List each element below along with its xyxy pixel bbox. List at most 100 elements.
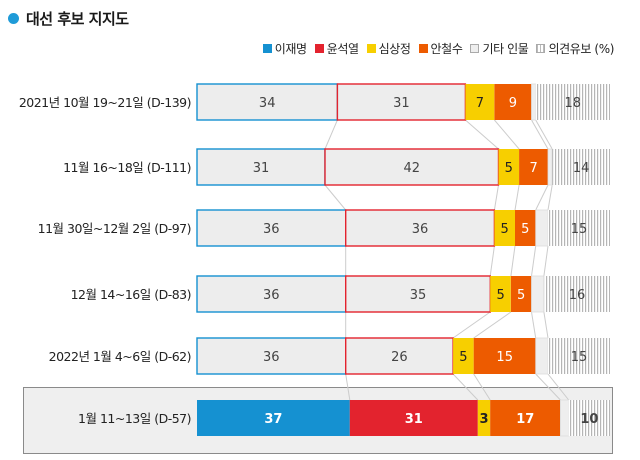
segment-connector-line — [547, 184, 553, 211]
segment-connector-line — [547, 373, 570, 401]
bar-sim — [477, 400, 491, 436]
chart-title-block: 대선 후보 지지도 — [8, 6, 129, 30]
bar-undecided — [548, 338, 610, 374]
bar-value-label: 5 — [496, 288, 504, 303]
bar-value-label: 18 — [565, 96, 582, 111]
bar-ahn — [515, 210, 536, 246]
legend-label: 심상정 — [378, 42, 411, 56]
bar-lee — [196, 148, 326, 186]
bar-lee — [196, 209, 347, 247]
bar-value-label: 9 — [509, 96, 517, 111]
bar-value-label: 34 — [259, 96, 276, 111]
bar-value-label: 10 — [580, 412, 598, 427]
bar-yoon — [345, 275, 492, 313]
category-label: 2021년 10월 19~21일 (D-139) — [19, 95, 191, 110]
bar-value-label: 15 — [571, 350, 588, 365]
bar-ahn — [510, 276, 532, 312]
segment-connector-line — [473, 311, 512, 339]
segment-connector-line — [494, 119, 520, 150]
legend-swatch-orange-icon — [418, 44, 428, 53]
segment-connector-line — [531, 311, 537, 339]
bar-value-label: 7 — [476, 96, 484, 111]
legend: 이재명 윤석열 심상정 안철수 기타 인물 의견유보 (%) — [255, 40, 614, 57]
segment-connector-line — [452, 311, 491, 339]
bar-etc — [535, 337, 549, 375]
bar-etc — [531, 275, 545, 313]
bar-yoon — [345, 209, 496, 247]
bar-value-label: 7 — [529, 161, 537, 176]
legend-swatch-hatched-icon — [536, 44, 546, 53]
bar-value-label: 36 — [412, 222, 429, 237]
bar-undecided — [535, 84, 610, 120]
segment-connector-line — [535, 373, 561, 401]
bar-value-label: 14 — [573, 161, 590, 176]
bar-ahn — [519, 149, 548, 185]
segment-connector-line — [535, 184, 549, 211]
legend-label: 윤석열 — [326, 42, 359, 56]
legend-swatch-red-icon — [314, 44, 324, 53]
bar-lee — [196, 337, 347, 375]
segment-connector-line — [345, 373, 351, 401]
bar-value-label: 15 — [496, 350, 513, 365]
segment-connector-line — [473, 373, 491, 401]
legend-item-undecided: 의견유보 (%) — [536, 40, 614, 57]
legend-label: 안철수 — [430, 42, 463, 56]
bar-value-label: 5 — [459, 350, 467, 365]
chart-title: 대선 후보 지지도 — [26, 9, 129, 28]
category-label: 11월 30일~12월 2일 (D-97) — [38, 221, 191, 236]
bar-value-label: 16 — [569, 288, 586, 303]
bar-etc — [535, 209, 549, 247]
segment-connector-line — [531, 119, 549, 150]
legend-item-yoon: 윤석열 — [314, 40, 359, 57]
segment-connector-line — [324, 184, 347, 211]
bar-ahn — [473, 338, 536, 374]
segment-connector-line — [465, 119, 499, 150]
segment-connector-line — [493, 184, 499, 211]
bar-value-label: 31 — [405, 412, 423, 427]
legend-swatch-lightgray-icon — [470, 44, 480, 53]
bar-etc — [531, 83, 536, 121]
bar-sim — [453, 338, 474, 374]
bar-undecided — [568, 400, 610, 436]
bar-undecided — [552, 149, 610, 185]
segment-connector-line — [543, 245, 549, 277]
bar-value-label: 17 — [516, 412, 534, 427]
legend-item-lee: 이재명 — [262, 40, 307, 57]
bar-lee — [197, 400, 350, 436]
legend-label: 의견유보 (%) — [548, 42, 614, 56]
category-label: 1월 11~13일 (D-57) — [78, 411, 191, 426]
bar-undecided — [548, 210, 610, 246]
segment-connector-line — [535, 119, 553, 150]
bar-value-label: 5 — [517, 288, 525, 303]
legend-swatch-blue-icon — [262, 44, 272, 53]
bar-yoon — [336, 83, 467, 121]
bar-value-label: 31 — [253, 161, 270, 176]
category-label: 2022년 1월 4~6일 (D-62) — [49, 349, 191, 364]
bar-value-label: 36 — [263, 350, 280, 365]
segment-connector-line — [324, 119, 338, 150]
bar-lee — [196, 83, 339, 121]
legend-swatch-yellow-icon — [366, 44, 376, 53]
bar-ahn — [494, 84, 532, 120]
bar-value-label: 37 — [264, 412, 282, 427]
bar-value-label: 42 — [404, 161, 421, 176]
bar-value-label: 5 — [505, 161, 513, 176]
category-label: 12월 14~16일 (D-83) — [71, 287, 191, 302]
bar-value-label: 36 — [263, 222, 280, 237]
segment-connector-line — [510, 245, 516, 277]
bar-value-label: 5 — [501, 222, 509, 237]
segment-connector-line — [514, 184, 520, 211]
segment-connector-line — [452, 373, 479, 401]
bar-value-label: 5 — [521, 222, 529, 237]
bar-sim — [490, 276, 511, 312]
bar-sim — [465, 84, 495, 120]
bar-yoon — [324, 148, 500, 186]
title-bullet-icon — [8, 12, 19, 24]
segment-connector-line — [531, 245, 537, 277]
bar-yoon — [345, 337, 454, 375]
bar-etc — [560, 399, 570, 437]
bar-value-label: 15 — [571, 222, 588, 237]
legend-label: 기타 인물 — [482, 42, 529, 56]
legend-item-sim: 심상정 — [366, 40, 411, 57]
